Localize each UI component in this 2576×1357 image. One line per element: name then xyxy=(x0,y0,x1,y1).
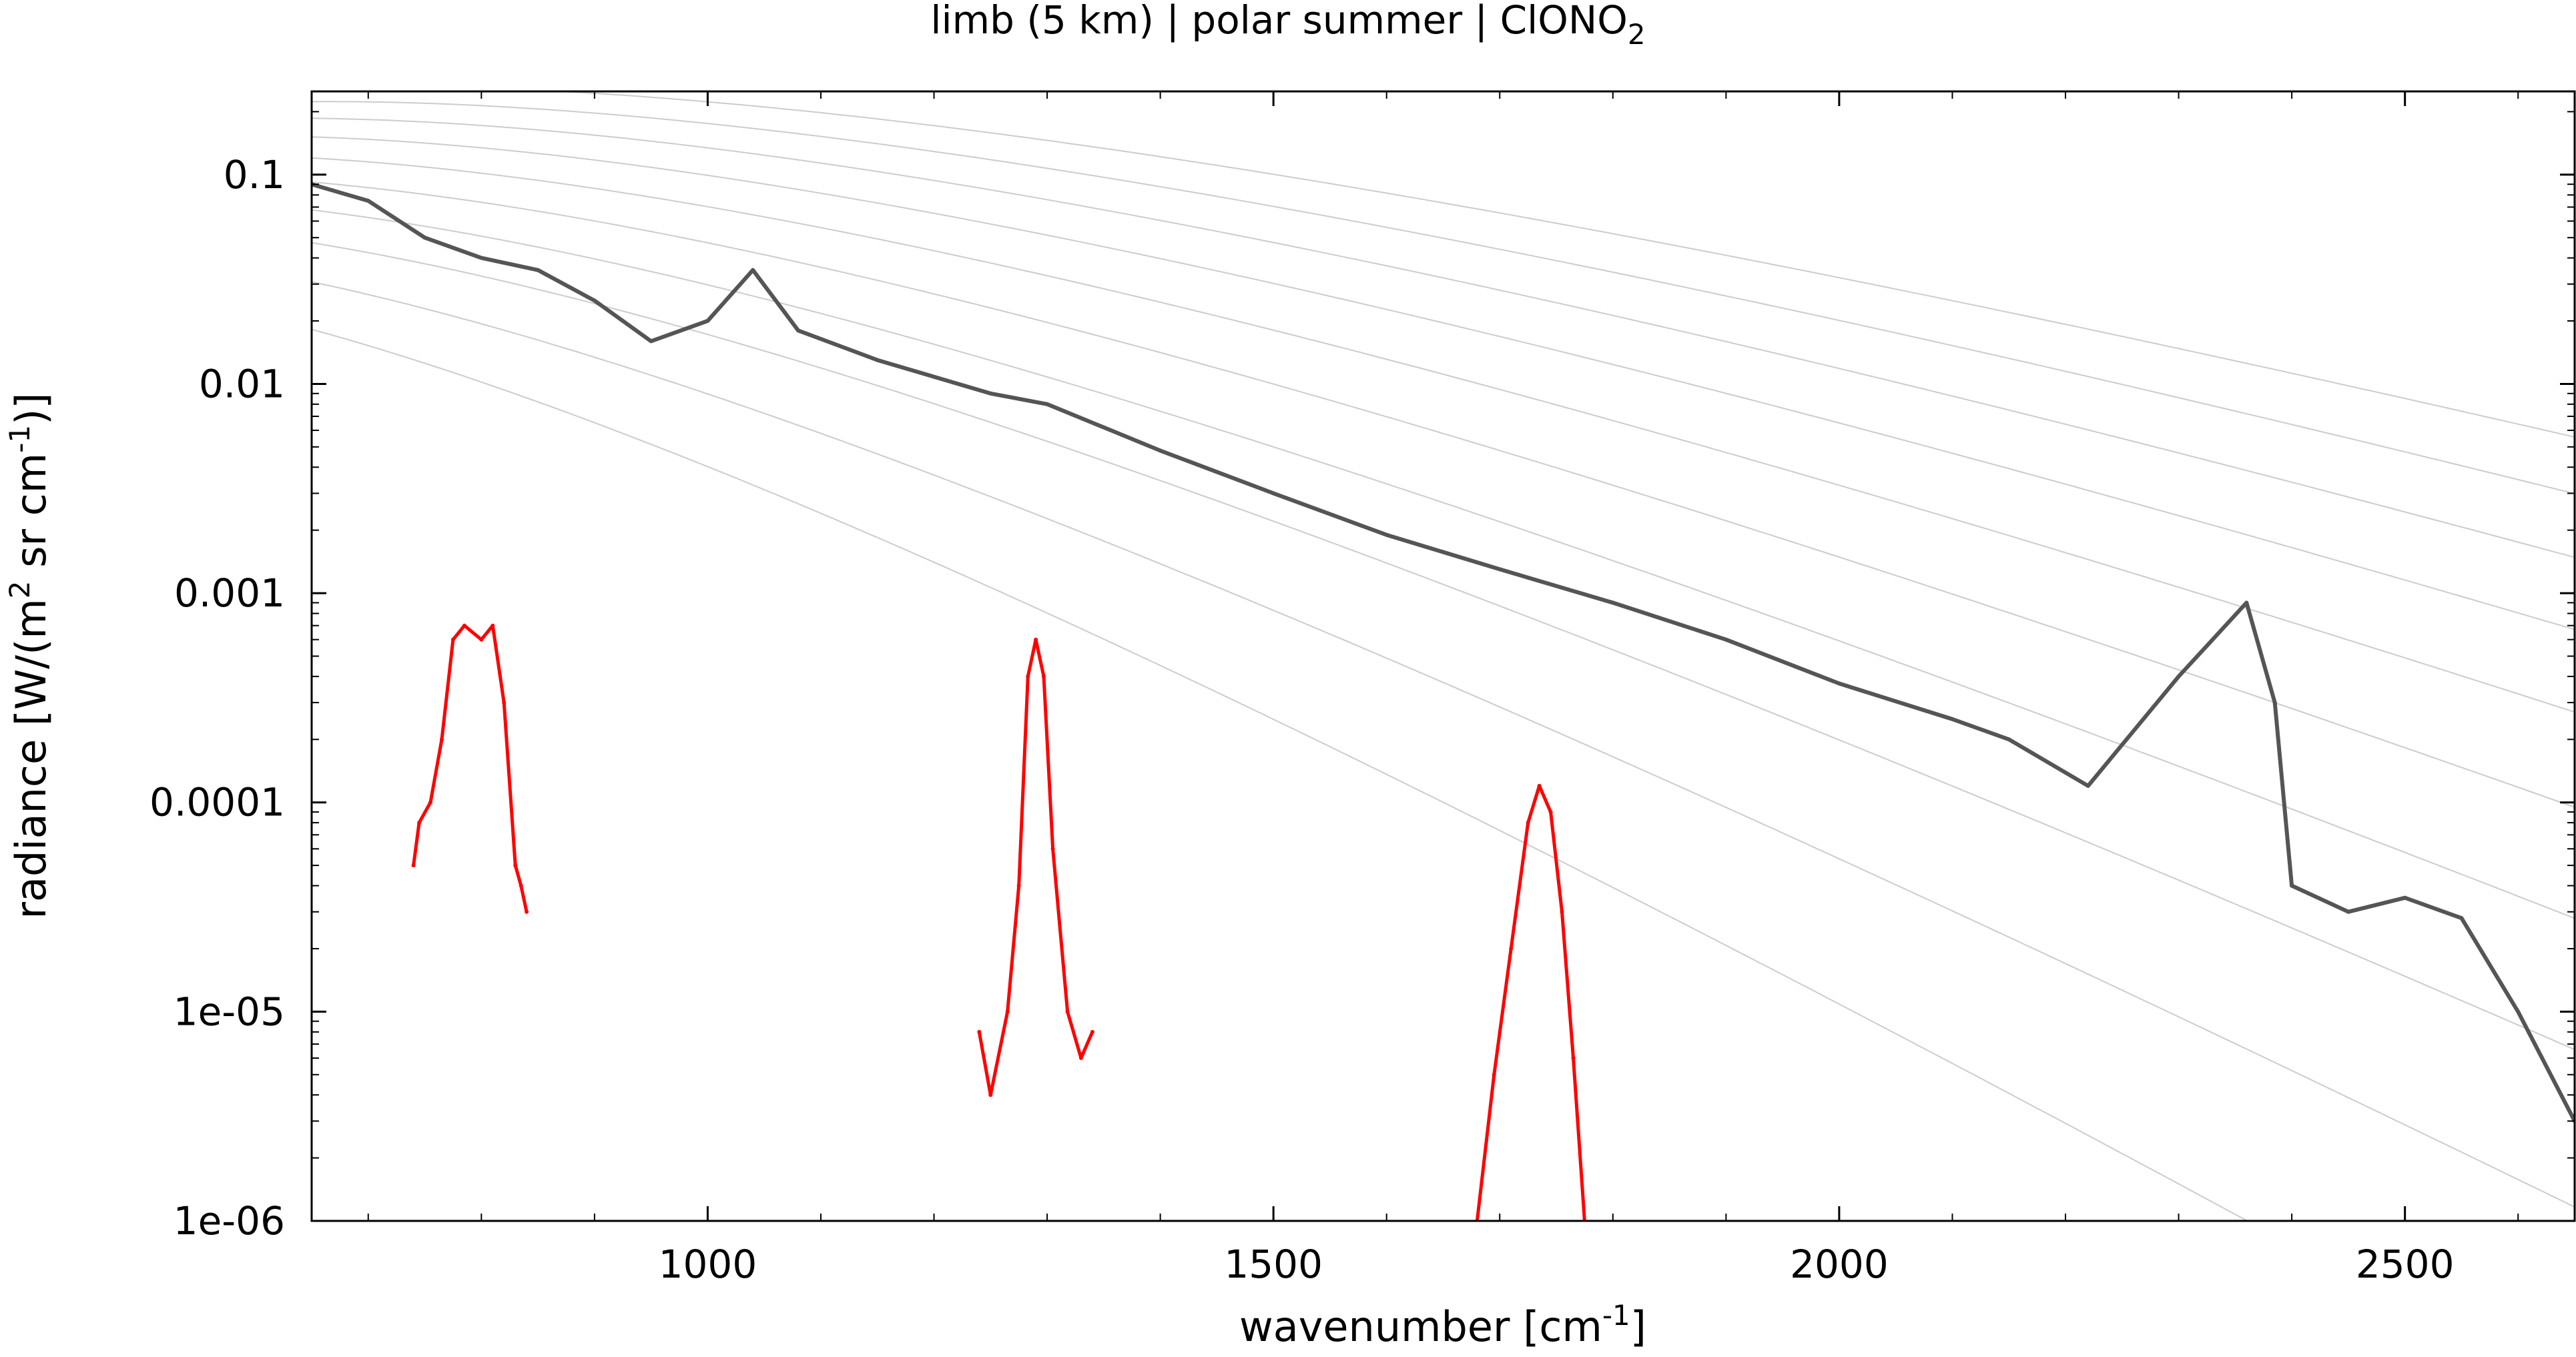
clono2-point xyxy=(1548,810,1553,815)
clono2-point xyxy=(1090,1029,1094,1034)
total-radiance-point xyxy=(2272,701,2277,705)
clono2-point xyxy=(977,1029,982,1034)
clono2-point xyxy=(1065,1009,1070,1014)
x-tick-label: 2500 xyxy=(2356,1242,2455,1287)
planck-curve-300K xyxy=(312,136,2575,630)
clono2-point xyxy=(1571,1055,1576,1060)
clono2-point xyxy=(417,821,422,825)
series-layer xyxy=(312,182,2575,1221)
total-radiance-point xyxy=(751,268,755,272)
planck-curve-280K xyxy=(312,157,2575,713)
total-radiance-point xyxy=(1724,637,1728,642)
y-tick-label: 1e-06 xyxy=(174,1198,285,1244)
total-radiance-point xyxy=(1045,402,1050,406)
clono2-point xyxy=(502,701,507,705)
planck-curve-200K xyxy=(312,281,2575,1208)
total-radiance-point xyxy=(1610,600,1615,605)
total-radiance-point xyxy=(366,199,370,203)
total-radiance-point xyxy=(2402,895,2407,900)
clono2-point xyxy=(1560,909,1564,914)
clono2-point xyxy=(491,623,495,628)
x-tick-label: 2000 xyxy=(1790,1242,1889,1287)
planck-curve-320K xyxy=(312,117,2575,558)
total-radiance-point xyxy=(2244,600,2249,605)
total-radiance-point xyxy=(422,236,427,240)
total-radiance-point xyxy=(1837,681,1841,686)
clono2-point xyxy=(1509,946,1514,951)
total-radiance-point xyxy=(875,358,880,362)
clono2-band-1 xyxy=(412,624,529,913)
total-radiance-point xyxy=(2176,674,2181,678)
total-radiance-point xyxy=(1384,532,1389,537)
total-radiance-point xyxy=(1498,567,1502,572)
total-radiance-point xyxy=(1158,448,1163,453)
clono2-point xyxy=(440,737,444,742)
clono2-point xyxy=(1526,821,1530,825)
clono2-point xyxy=(450,637,455,642)
total-radiance-point xyxy=(705,319,710,323)
total-radiance-point xyxy=(1950,717,1955,721)
clono2-point xyxy=(1005,1009,1010,1014)
x-axis-label: wavenumber [cm-1] xyxy=(1239,1299,1646,1351)
total-radiance-point xyxy=(2085,783,2090,788)
y-axis-label: radiance [W/(m2 sr cm-1)] xyxy=(3,393,55,919)
y-tick-label: 0.01 xyxy=(199,361,285,406)
planck-curve-360K xyxy=(548,91,2575,438)
clono2-point xyxy=(1537,783,1542,788)
planck-curve-180K xyxy=(312,328,2249,1221)
total-radiance-point xyxy=(649,339,653,344)
clono2-point xyxy=(1492,1072,1496,1077)
y-tick-label: 0.0001 xyxy=(149,780,285,825)
clono2-point xyxy=(1016,883,1021,888)
total-radiance-point xyxy=(479,256,484,260)
clono2-point xyxy=(988,1093,993,1097)
total-radiance-point xyxy=(2007,737,2011,742)
x-tick-label: 1000 xyxy=(659,1242,757,1287)
clono2-point xyxy=(513,863,518,868)
clono2-point xyxy=(1042,674,1046,678)
total-radiance-point xyxy=(2459,916,2464,921)
planck-curve-240K xyxy=(312,209,2575,919)
planck-curve-340K xyxy=(312,101,2575,494)
clono2-point xyxy=(479,637,484,642)
total-radiance-point xyxy=(536,268,541,272)
y-tick-label: 0.1 xyxy=(224,152,285,197)
total-radiance-point xyxy=(1271,491,1276,496)
total-radiance-point xyxy=(2516,1009,2521,1014)
y-tick-label: 0.001 xyxy=(174,570,285,616)
clono2-point xyxy=(428,800,432,805)
clono2-point xyxy=(1034,637,1038,642)
clono2-point xyxy=(525,909,529,914)
x-tick-label: 1500 xyxy=(1224,1242,1323,1287)
total-radiance-line xyxy=(312,182,2575,1122)
total-radiance-point xyxy=(2346,909,2350,914)
clono2-point xyxy=(1050,847,1055,851)
planck-curves xyxy=(312,91,2575,1221)
clono2-point xyxy=(519,883,523,888)
clono2-point xyxy=(462,623,466,628)
y-tick-label: 1e-05 xyxy=(174,989,285,1034)
clono2-point xyxy=(1026,674,1030,678)
total-radiance-point xyxy=(592,298,597,303)
total-radiance-point xyxy=(988,391,993,396)
clono2-point xyxy=(411,863,416,868)
planck-curve-260K xyxy=(312,181,2575,808)
chart-title: limb (5 km) | polar summer | ClONO2 xyxy=(930,0,1645,51)
clono2-point xyxy=(1078,1055,1083,1060)
axis-ticks: 1000 1500 2000 2500 0.1 0.01 0.001 0.0001 1e-05 1… xyxy=(149,91,2575,1287)
total-radiance-point xyxy=(2290,883,2294,888)
total-radiance-point xyxy=(796,328,801,333)
